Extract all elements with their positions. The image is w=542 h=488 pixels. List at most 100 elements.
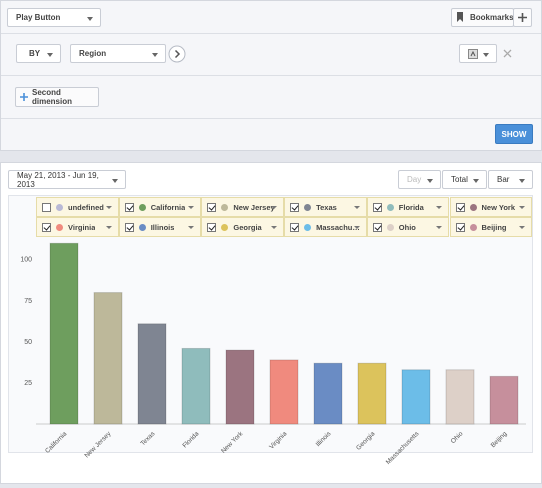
checkbox[interactable] (290, 202, 300, 212)
next-button[interactable] (168, 45, 186, 63)
checkbox[interactable] (42, 202, 51, 212)
legend-swatch (304, 223, 312, 231)
legend-label: Georgia (233, 222, 262, 232)
legend-item[interactable]: Georgia (201, 217, 285, 237)
legend-swatch (138, 223, 146, 231)
plus-icon (20, 93, 28, 101)
legend-swatch (138, 203, 146, 211)
x-tick-label: New Jersey (83, 430, 112, 459)
bar (401, 369, 431, 425)
legend-caret[interactable] (519, 226, 526, 229)
legend-caret[interactable] (271, 226, 278, 229)
close-icon[interactable] (503, 49, 512, 58)
checkbox[interactable] (42, 222, 51, 232)
legend-caret[interactable] (105, 226, 112, 229)
legend-caret[interactable] (519, 206, 526, 209)
legend-swatch (56, 223, 63, 231)
legend-item[interactable]: Beijing (449, 217, 533, 237)
legend-item[interactable]: Massachus... (284, 217, 367, 237)
checkbox[interactable] (124, 202, 134, 212)
x-tick-label: Massachusetts (385, 430, 421, 466)
legend-label: undefined (68, 202, 104, 212)
legend-caret[interactable] (436, 226, 443, 229)
checkbox[interactable] (207, 202, 217, 212)
legend-item[interactable]: Illinois (118, 217, 202, 237)
date-range-dropdown[interactable]: May 21, 2013 - Jun 19, 2013 (8, 170, 126, 189)
checkbox[interactable] (455, 202, 465, 212)
legend-item[interactable]: Texas (284, 197, 367, 217)
bar (445, 369, 475, 425)
legend-label: Virginia (68, 222, 96, 232)
checkbox[interactable] (372, 222, 382, 232)
bookmark-icon (457, 12, 463, 22)
separator (1, 33, 541, 34)
legend-swatch (304, 203, 312, 211)
x-tick-label: Illinois (315, 430, 333, 448)
period-dropdown[interactable]: Day (398, 170, 441, 189)
second-dimension-button[interactable]: Second dimension (15, 87, 99, 107)
plus-icon (518, 13, 527, 22)
checkbox[interactable] (290, 222, 300, 232)
x-tick-label: Beijing (490, 430, 509, 449)
y-tick-label: 25 (24, 380, 32, 387)
bar (181, 347, 211, 425)
legend-swatch (56, 203, 63, 211)
legend-caret[interactable] (271, 206, 278, 209)
legend-item[interactable]: undefined (36, 197, 119, 217)
bar (225, 349, 255, 425)
legend-label: Beijing (481, 222, 507, 232)
add-button[interactable] (513, 8, 532, 27)
play-dropdown[interactable]: Play Button (7, 8, 101, 27)
legend-item[interactable]: California (118, 197, 202, 217)
bar (137, 323, 167, 425)
y-tick-label: 75 (24, 298, 32, 305)
legend-swatch (221, 223, 229, 231)
legend-item[interactable]: Virginia (36, 217, 119, 237)
x-tick-label: Virginia (268, 430, 288, 450)
dimension-dropdown[interactable]: Region (70, 44, 166, 63)
legend-swatch (469, 203, 477, 211)
filter-icon (468, 48, 478, 59)
by-dropdown[interactable]: BY (16, 44, 61, 63)
x-tick-label: Texas (139, 430, 156, 447)
show-button[interactable]: SHOW (495, 124, 533, 144)
checkbox[interactable] (124, 222, 134, 232)
y-tick-label: 50 (24, 339, 32, 346)
legend-label: Texas (316, 202, 337, 212)
x-tick-label: Florida (181, 430, 200, 449)
separator (1, 75, 541, 76)
legend-caret[interactable] (188, 206, 195, 209)
bar (489, 375, 519, 425)
legend-caret[interactable] (436, 206, 443, 209)
bar (269, 359, 299, 425)
metric-dropdown[interactable]: Total (442, 170, 487, 189)
icon-dropdown[interactable] (459, 44, 497, 63)
bar (93, 292, 123, 425)
checkbox[interactable] (372, 202, 382, 212)
legend-item[interactable]: Florida (366, 197, 450, 217)
legend-caret[interactable] (353, 206, 360, 209)
legend-swatch (386, 203, 394, 211)
legend-label: California (150, 202, 186, 212)
legend-item[interactable]: Ohio (366, 217, 450, 237)
legend-label: New York (481, 202, 516, 212)
legend-item[interactable]: New Jersey (201, 197, 285, 217)
y-tick-label: 100 (20, 257, 32, 264)
legend-caret[interactable] (188, 226, 195, 229)
separator (1, 118, 541, 119)
x-tick-label: Georgia (355, 430, 377, 452)
legend-item[interactable]: New York (449, 197, 533, 217)
legend-swatch (221, 203, 229, 211)
legend-label: Illinois (150, 222, 175, 232)
x-tick-label: California (44, 430, 69, 455)
bar (357, 362, 387, 425)
legend-caret[interactable] (353, 226, 360, 229)
checkbox[interactable] (207, 222, 217, 232)
checkbox[interactable] (455, 222, 465, 232)
bar (49, 242, 79, 425)
chart-type-dropdown[interactable]: Bar (488, 170, 533, 189)
legend-label: Ohio (398, 222, 416, 232)
legend-caret[interactable] (105, 206, 112, 209)
legend-swatch (469, 223, 477, 231)
